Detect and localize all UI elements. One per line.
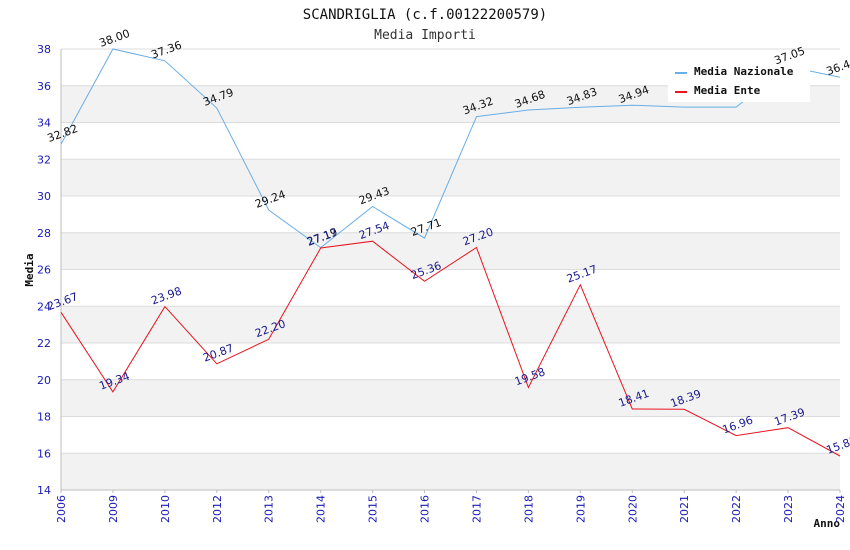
x-tick-label: 2017 — [470, 495, 483, 523]
y-tick-label: 32 — [37, 153, 51, 166]
y-axis-label: Media — [23, 253, 36, 286]
grid-band — [61, 453, 840, 490]
chart-title: SCANDRIGLIA (c.f.00122200579) — [303, 7, 547, 23]
y-tick-label: 16 — [37, 447, 51, 460]
legend-label-nazionale: Media Nazionale — [694, 65, 794, 78]
y-tick-label: 22 — [37, 337, 51, 350]
y-tick-label: 28 — [37, 227, 51, 240]
x-tick-label: 2015 — [367, 495, 380, 523]
y-tick-label: 26 — [37, 264, 51, 277]
series-line-nazionale — [60, 48, 841, 249]
x-tick-label: 2018 — [522, 495, 535, 523]
x-tick-label: 2024 — [834, 495, 847, 523]
x-tick-label: 2021 — [678, 495, 691, 523]
x-tick-label: 2020 — [626, 495, 639, 523]
y-tick-label: 34 — [37, 117, 51, 130]
x-axis-label: Anno — [814, 517, 841, 530]
x-tick-label: 2014 — [315, 495, 328, 523]
x-tick-label: 2016 — [419, 495, 432, 523]
legend: Media Nazionale Media Ente — [668, 60, 810, 102]
axes — [60, 49, 840, 491]
x-tick-label: 2009 — [107, 495, 120, 523]
chart-subtitle: Media Importi — [374, 28, 476, 43]
series-line-ente — [60, 240, 841, 457]
y-tick-label: 24 — [37, 300, 51, 313]
legend-box — [668, 60, 810, 102]
legend-label-ente: Media Ente — [694, 84, 761, 97]
x-tick-label: 2019 — [574, 495, 587, 523]
data-label-ente: 20.87 — [201, 342, 235, 365]
y-tick-label: 38 — [37, 43, 51, 56]
data-label-nazionale: 37.36 — [149, 39, 183, 62]
series-lines — [60, 48, 841, 457]
y-tick-label: 36 — [37, 80, 51, 93]
y-tick-label: 30 — [37, 190, 51, 203]
x-ticks: 2006 2009 2010 2012 2013 2014 2015 2016 2017 2018… — [55, 490, 847, 523]
x-tick-label: 2013 — [263, 495, 276, 523]
x-tick-label: 2012 — [211, 495, 224, 523]
grid-band — [61, 306, 840, 343]
y-tick-label: 18 — [37, 411, 51, 424]
y-tick-label: 14 — [37, 484, 51, 497]
data-label-ente: 23.98 — [149, 284, 183, 307]
grid-band — [61, 232, 840, 270]
x-tick-label: 2006 — [55, 495, 68, 523]
y-ticks: 14 16 18 20 22 24 26 28 30 32 34 36 38 — [37, 43, 51, 497]
x-tick-label: 2022 — [730, 495, 743, 523]
y-tick-label: 20 — [37, 374, 51, 387]
x-tick-label: 2023 — [782, 495, 795, 523]
x-tick-label: 2010 — [159, 495, 172, 523]
data-label-ente: 15.85 — [825, 434, 850, 457]
grid-band — [61, 379, 840, 417]
data-label-nazionale: 36.46 — [825, 55, 850, 78]
data-label-nazionale: 38.00 — [98, 27, 132, 50]
